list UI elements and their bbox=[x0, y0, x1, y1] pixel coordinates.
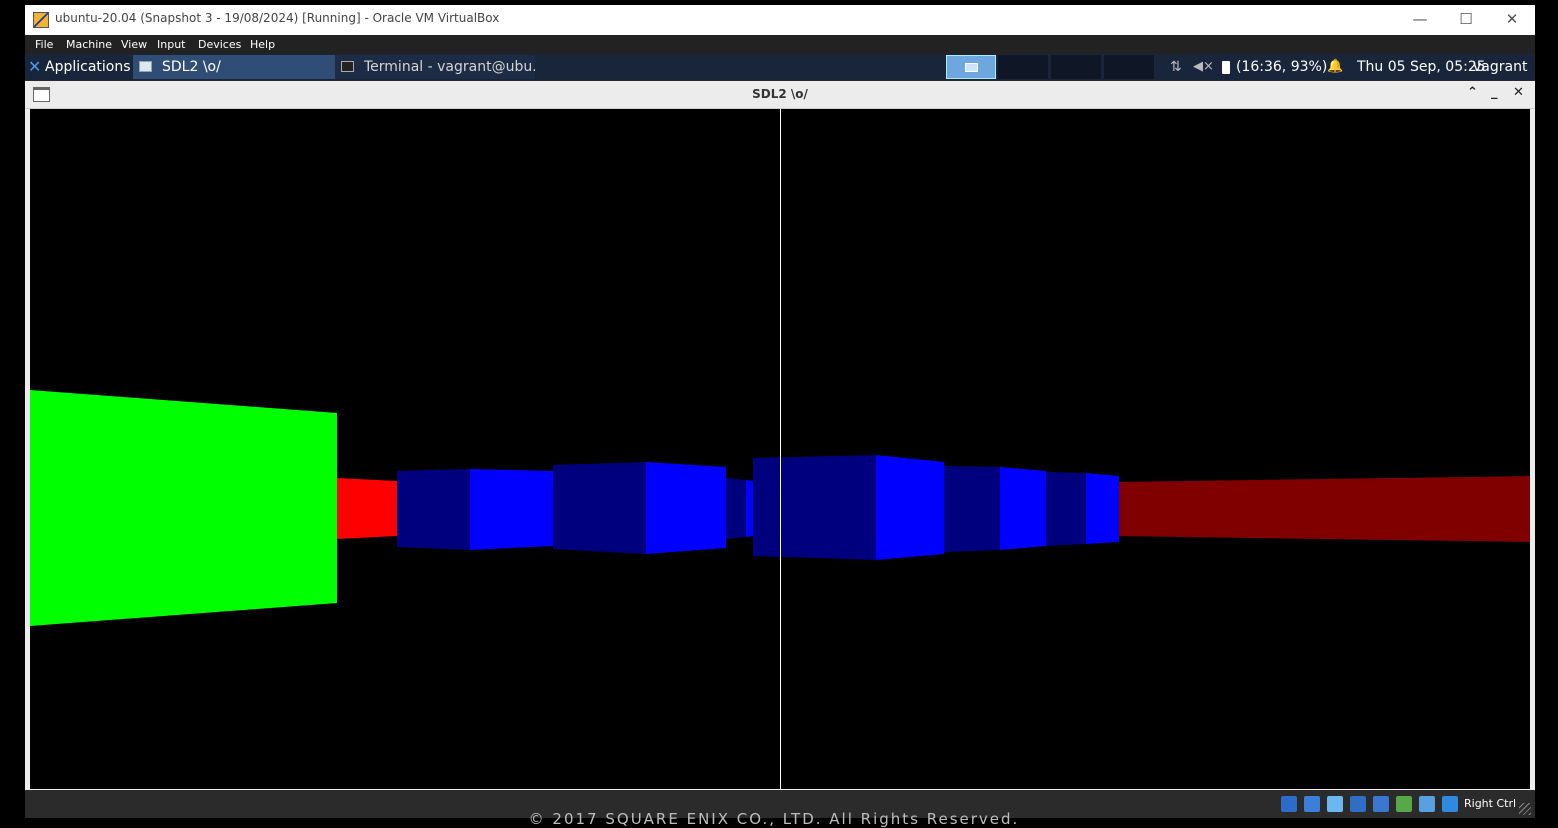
virtualbox-menubar: File Machine View Input Devices Help bbox=[25, 35, 1535, 54]
maximize-button[interactable]: ☐ bbox=[1459, 10, 1473, 28]
workspace-2[interactable] bbox=[998, 55, 1048, 79]
window-menu-icon[interactable] bbox=[33, 87, 50, 102]
audio-icon[interactable] bbox=[1327, 796, 1343, 812]
workspace-4[interactable] bbox=[1104, 55, 1154, 79]
red-wall-far bbox=[1119, 476, 1530, 542]
mouse-integration-icon[interactable] bbox=[1442, 796, 1458, 812]
applications-label: Applications ⋮ bbox=[45, 59, 149, 75]
taskbar-item-sdl2[interactable]: SDL2 \o/ bbox=[133, 55, 335, 79]
volume-muted-icon[interactable]: ◀× bbox=[1193, 59, 1214, 74]
close-button[interactable]: ✕ bbox=[1505, 10, 1519, 28]
blue-wall-3 bbox=[553, 462, 646, 554]
blue-wall-12 bbox=[1086, 473, 1119, 544]
blue-wall-7 bbox=[753, 455, 876, 560]
blue-wall-9 bbox=[944, 466, 1000, 552]
virtualbox-titlebar: ubuntu-20.04 (Snapshot 3 - 19/08/2024) [… bbox=[25, 5, 1535, 35]
battery-status[interactable]: (16:36, 93%) bbox=[1236, 59, 1328, 75]
blue-wall-1 bbox=[397, 469, 470, 550]
taskbar-item-label: Terminal - vagrant@ubu... bbox=[364, 59, 535, 75]
menu-view[interactable]: View bbox=[121, 38, 148, 51]
display-icon[interactable] bbox=[1419, 796, 1435, 812]
user-menu[interactable]: vagrant bbox=[1473, 59, 1528, 75]
blue-wall-11 bbox=[1046, 472, 1086, 546]
resize-grip-icon[interactable] bbox=[1519, 803, 1531, 815]
window-title: ubuntu-20.04 (Snapshot 3 - 19/08/2024) [… bbox=[55, 11, 500, 25]
hdd-icon[interactable] bbox=[1281, 796, 1297, 812]
optical-icon[interactable] bbox=[1304, 796, 1320, 812]
virtualbox-logo-icon bbox=[33, 12, 49, 28]
minimize-button[interactable]: — bbox=[1412, 10, 1428, 28]
guest-top-panel: ✕ Applications ⋮ SDL2 \o/ Terminal - vag… bbox=[25, 54, 1535, 80]
sdl-window: SDL2 \o/ ⌃ _ ✕ bbox=[25, 81, 1535, 795]
host-key-label: Right Ctrl bbox=[1464, 797, 1517, 810]
workspace-window-icon bbox=[965, 63, 978, 72]
blue-wall-5 bbox=[726, 478, 746, 539]
green-wall bbox=[30, 390, 337, 626]
shared-folder-icon[interactable] bbox=[1396, 796, 1412, 812]
taskbar-item-terminal[interactable]: Terminal - vagrant@ubu... bbox=[335, 55, 535, 79]
red-wall-near bbox=[337, 478, 397, 539]
taskbar-item-label: SDL2 \o/ bbox=[162, 59, 221, 75]
sdl-window-title: SDL2 \o/ bbox=[752, 87, 808, 101]
notification-bell-icon[interactable]: 🔔 bbox=[1327, 59, 1344, 74]
shade-button[interactable]: ⌃ bbox=[1467, 85, 1478, 100]
blue-wall-4 bbox=[646, 462, 726, 554]
sdl-titlebar: SDL2 \o/ ⌃ _ ✕ bbox=[25, 81, 1535, 109]
blue-wall-6 bbox=[746, 480, 753, 537]
clock[interactable]: Thu 05 Sep, 05:25 bbox=[1357, 59, 1486, 75]
window-icon bbox=[139, 61, 152, 72]
battery-icon[interactable] bbox=[1222, 61, 1230, 74]
copyright-text: © 2017 SQUARE ENIX CO., LTD. All Rights … bbox=[528, 810, 1020, 828]
network-icon[interactable] bbox=[1350, 796, 1366, 812]
blue-wall-2 bbox=[470, 469, 553, 550]
game-viewport[interactable] bbox=[30, 109, 1530, 789]
blue-wall-10 bbox=[1000, 467, 1046, 550]
menu-input[interactable]: Input bbox=[157, 38, 186, 51]
terminal-icon bbox=[341, 61, 354, 72]
workspace-1[interactable] bbox=[946, 55, 996, 79]
raycast-scene bbox=[30, 109, 1530, 789]
network-icon[interactable]: ⇅ bbox=[1170, 59, 1182, 75]
menu-help[interactable]: Help bbox=[250, 38, 276, 51]
virtualbox-statusbar: Right Ctrl bbox=[25, 790, 1535, 818]
sdl-close-button[interactable]: ✕ bbox=[1513, 85, 1524, 100]
menu-machine[interactable]: Machine bbox=[66, 38, 113, 51]
blue-wall-8 bbox=[876, 455, 944, 560]
workspace-3[interactable] bbox=[1051, 55, 1101, 79]
virtualbox-window: ubuntu-20.04 (Snapshot 3 - 19/08/2024) [… bbox=[25, 5, 1535, 818]
usb-icon[interactable] bbox=[1373, 796, 1389, 812]
xfce-logo-icon: ✕ bbox=[28, 57, 42, 76]
menu-file[interactable]: File bbox=[35, 38, 54, 51]
sdl-minimize-button[interactable]: _ bbox=[1491, 85, 1498, 100]
menu-devices[interactable]: Devices bbox=[198, 38, 242, 51]
